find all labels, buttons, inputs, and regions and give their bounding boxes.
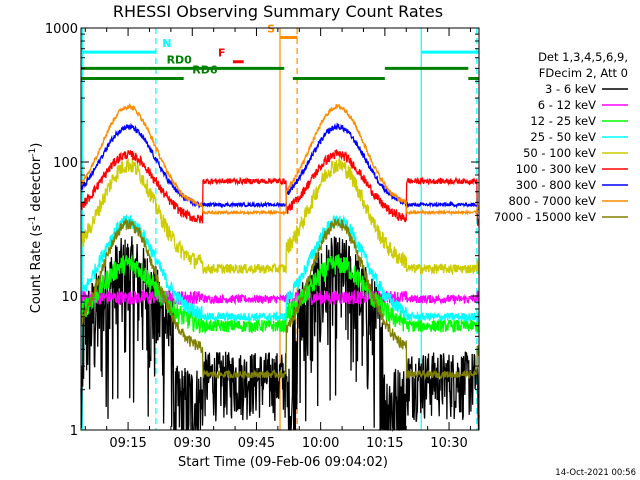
y-tick-label-4: 1000: [45, 22, 78, 37]
annotation-label-5: RD0: [167, 53, 193, 66]
legend-label-1: 3 - 6 keV: [545, 82, 596, 96]
legend-header-line-1: Det 1,3,4,5,6,9,: [538, 50, 628, 64]
y-tick-label-1: 1: [70, 424, 78, 439]
plot-frame: [80, 27, 480, 431]
legend-label-8: 800 - 7000 keV: [508, 194, 596, 208]
series-line-3: [80, 254, 480, 335]
series-line-2: [80, 288, 480, 306]
series-line-5: [80, 157, 480, 276]
series-line-1: [80, 236, 480, 432]
x-tick-label-2: 09:30: [174, 436, 211, 451]
series-line-4: [80, 214, 480, 323]
y-tick-label-3: 100: [53, 156, 78, 171]
legend-label-7: 300 - 800 keV: [516, 178, 596, 192]
x-tick-label-1: 09:15: [109, 436, 146, 451]
y-axis-label-middle: detector: [29, 156, 44, 216]
legend-label-2: 6 - 12 keV: [538, 98, 596, 112]
annotation-label-1: N: [162, 37, 171, 50]
series-line-7: [80, 122, 480, 211]
x-tick-label-6: 10:30: [430, 436, 467, 451]
chart-title: RHESSI Observing Summary Count Rates: [113, 2, 443, 21]
legend: Det 1,3,4,5,6,9, FDecim 2, Att 0 3 - 6 k…: [494, 50, 628, 224]
y-axis-label-end: ): [29, 143, 44, 148]
y-axis-label-exponent-1: -1: [28, 216, 38, 225]
series-line-9: [80, 218, 480, 381]
legend-header-line-2: FDecim 2, Att 0: [539, 66, 628, 80]
x-tick-label-3: 09:45: [238, 436, 275, 451]
y-tick-label-2: 10: [61, 290, 78, 305]
annotation-label-4: S: [267, 22, 275, 35]
x-tick-label-4: 10:00: [302, 436, 339, 451]
y-axis-label-main: Count Rate (s: [29, 225, 44, 314]
legend-label-4: 25 - 50 keV: [530, 130, 596, 144]
annotation-label-3: F: [218, 47, 226, 60]
generation-timestamp: 14-Oct-2021 00:56: [555, 468, 636, 478]
x-axis-label: Start Time (09-Feb-06 09:04:02): [178, 455, 388, 470]
annotation-label-7: RD6: [192, 63, 218, 76]
series-line-8: [80, 102, 480, 217]
legend-label-3: 12 - 25 keV: [530, 114, 596, 128]
series-line-6: [80, 148, 480, 226]
x-tick-label-5: 10:15: [366, 436, 403, 451]
legend-label-6: 100 - 300 keV: [516, 162, 596, 176]
legend-label-5: 50 - 100 keV: [523, 146, 596, 160]
y-axis-label: Count Rate (s-1 detector-1): [28, 143, 44, 314]
legend-label-9: 7000 - 15000 keV: [494, 210, 596, 224]
y-axis-label-exponent-2: -1: [28, 148, 38, 157]
